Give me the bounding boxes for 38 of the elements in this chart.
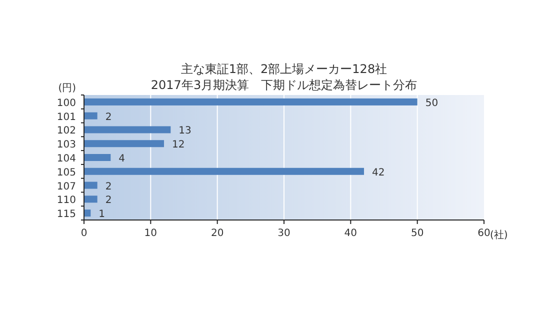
bar <box>84 126 171 134</box>
bar <box>84 112 98 120</box>
x-tick-label: 0 <box>80 228 88 239</box>
y-tick-label: 107 <box>56 181 76 192</box>
x-tick-label: 40 <box>344 228 358 239</box>
x-tick-label: 20 <box>210 228 224 239</box>
bar <box>84 210 91 217</box>
data-label: 4 <box>118 154 126 164</box>
y-tick-label: 105 <box>56 167 76 178</box>
y-tick-label: 100 <box>56 98 76 109</box>
y-tick-label: 103 <box>56 140 76 151</box>
data-label: 2 <box>105 195 112 206</box>
data-label: 2 <box>105 181 112 192</box>
data-label: 1 <box>98 209 106 220</box>
data-label: 50 <box>425 98 438 109</box>
x-tick-label: 10 <box>144 228 158 239</box>
y-tick-label: 104 <box>56 154 76 164</box>
bar <box>84 182 98 189</box>
bar <box>84 154 111 161</box>
x-tick-label: 60 <box>478 228 490 239</box>
y-tick-label: 110 <box>56 195 76 206</box>
y-tick-label: 102 <box>56 126 76 137</box>
data-label: 42 <box>372 167 385 178</box>
chart-subtitle: 2017年3月期決算 下期ドル想定為替レート分布 <box>150 78 418 92</box>
data-label: 13 <box>178 126 192 137</box>
x-axis-title: (社) <box>490 229 508 241</box>
x-tick-label: 30 <box>278 228 290 239</box>
x-tick-label: 50 <box>410 228 424 239</box>
chart-title: 主な東証1部、2部上場メーカー128社 <box>180 62 388 76</box>
bar <box>84 168 364 175</box>
y-tick-label: 115 <box>56 209 76 220</box>
data-label: 2 <box>105 112 112 123</box>
bar <box>84 196 98 203</box>
y-axis-title: (円) <box>58 83 76 94</box>
bar <box>84 140 164 148</box>
y-tick-label: 101 <box>56 112 76 123</box>
data-label: 12 <box>172 140 185 151</box>
bar <box>84 98 418 106</box>
